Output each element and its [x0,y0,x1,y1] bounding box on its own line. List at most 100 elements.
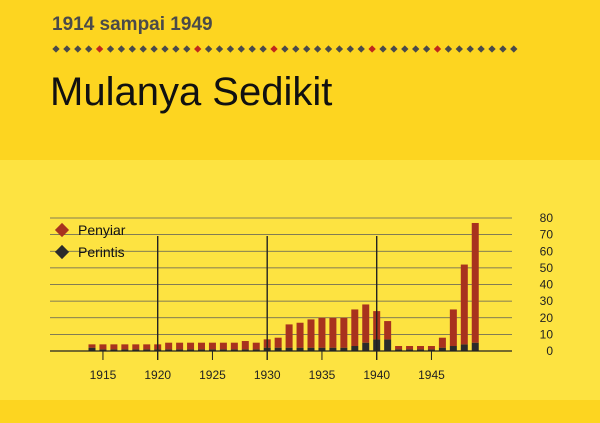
bar-perintis [132,349,140,351]
x-tick-label: 1925 [199,368,226,382]
y-tick-label: 40 [540,278,554,292]
bar-perintis [340,347,348,351]
bar-perintis [384,339,392,351]
bar-penyiar [165,342,173,350]
legend: Penyiar Perintis [54,222,126,260]
bar-penyiar [187,342,195,350]
x-tick-label: 1935 [309,368,336,382]
bar-perintis [230,349,238,351]
divider-diamond-icon [422,45,431,53]
bar-penyiar [110,344,118,350]
bar-penyiar [318,317,326,348]
gridlines [50,217,512,335]
divider-diamond-icon [259,45,267,53]
y-axis-labels: 0 10 20 30 40 50 60 70 80 [540,211,554,358]
bar-perintis [351,346,359,351]
bar-penyiar [449,309,457,347]
bar-penyiar [395,346,403,350]
bar-penyiar [88,344,96,348]
legend-label-penyiar: Penyiar [78,222,126,238]
y-tick-label: 10 [540,327,554,341]
bars [88,222,479,351]
bar-perintis [427,349,435,351]
divider-diamond-icon [466,45,474,53]
bar-perintis [460,344,468,351]
divider-diamond-icon [499,45,507,53]
x-axis: 1915 1920 1925 1930 1935 1940 1945 [50,236,512,382]
y-tick-label: 50 [540,261,554,275]
bar-perintis [471,342,479,351]
bar-perintis [417,349,424,351]
bar-perintis [307,347,315,351]
divider-diamond-icon [357,45,365,53]
header-band [0,0,600,160]
bar-perintis [362,342,370,351]
diamond-divider [52,45,518,53]
divider-diamond-icon [390,45,398,53]
bar-perintis [143,349,151,351]
bar-perintis [121,349,129,351]
bar-perintis [318,347,326,351]
bar-perintis [219,349,227,351]
bar-perintis [176,349,184,351]
bar-perintis [252,349,260,351]
bar-perintis [395,349,403,351]
bar-penyiar [384,321,392,340]
bar-penyiar [219,342,227,350]
bar-penyiar [296,322,304,348]
bar-perintis [110,349,118,351]
bar-penyiar [329,317,337,348]
y-tick-label: 20 [540,311,554,325]
divider-diamond-icon [412,45,420,53]
divider-diamond-icon [444,45,453,53]
x-tick-label: 1945 [418,368,445,382]
bar-perintis [285,347,293,351]
bar-penyiar [351,309,359,347]
bar-perintis [88,347,96,351]
divider-diamond-icon [270,45,278,53]
perintis-swatch-icon [54,244,70,260]
bar-penyiar [198,342,205,350]
bar-perintis [165,349,173,351]
bar-penyiar [132,344,140,350]
divider-diamond-icon [433,45,442,53]
bar-penyiar [460,264,468,345]
bar-penyiar [285,324,293,348]
divider-diamond-icon [488,45,496,53]
legend-item-perintis: Perintis [54,244,125,260]
y-tick-label: 70 [540,228,554,242]
bar-penyiar [99,344,107,350]
bar-perintis [99,349,107,351]
bar-perintis [449,346,457,351]
bar-penyiar [417,346,424,350]
bar-perintis [329,347,337,351]
x-tick-label: 1915 [90,368,117,382]
y-tick-label: 0 [546,344,553,358]
page-subtitle: 1914 sampai 1949 [52,14,213,35]
legend-label-perintis: Perintis [78,244,125,260]
bar-penyiar [176,342,184,350]
bar-penyiar [241,341,249,350]
bar-perintis [406,349,414,351]
divider-diamond-icon [379,45,387,53]
bar-penyiar [471,222,479,343]
bar-penyiar [143,344,151,350]
bar-penyiar [340,317,348,348]
bar-penyiar [362,304,370,343]
legend-item-penyiar: Penyiar [54,222,126,238]
x-tick-label: 1930 [254,368,281,382]
bar-perintis [296,347,304,351]
page-title: Mulanya Sedikit [50,70,333,114]
bar-penyiar [307,319,315,348]
divider-diamond-icon [313,45,322,53]
bar-penyiar [427,346,435,350]
bar-perintis [241,349,249,351]
divider-diamond-icon [477,45,485,53]
bar-perintis [274,347,282,351]
x-tick-label: 1940 [363,368,390,382]
bar-penyiar [406,346,414,350]
bar-perintis [438,347,446,351]
bar-penyiar [252,342,260,350]
bar-penyiar [274,337,282,348]
y-tick-label: 30 [540,294,554,308]
